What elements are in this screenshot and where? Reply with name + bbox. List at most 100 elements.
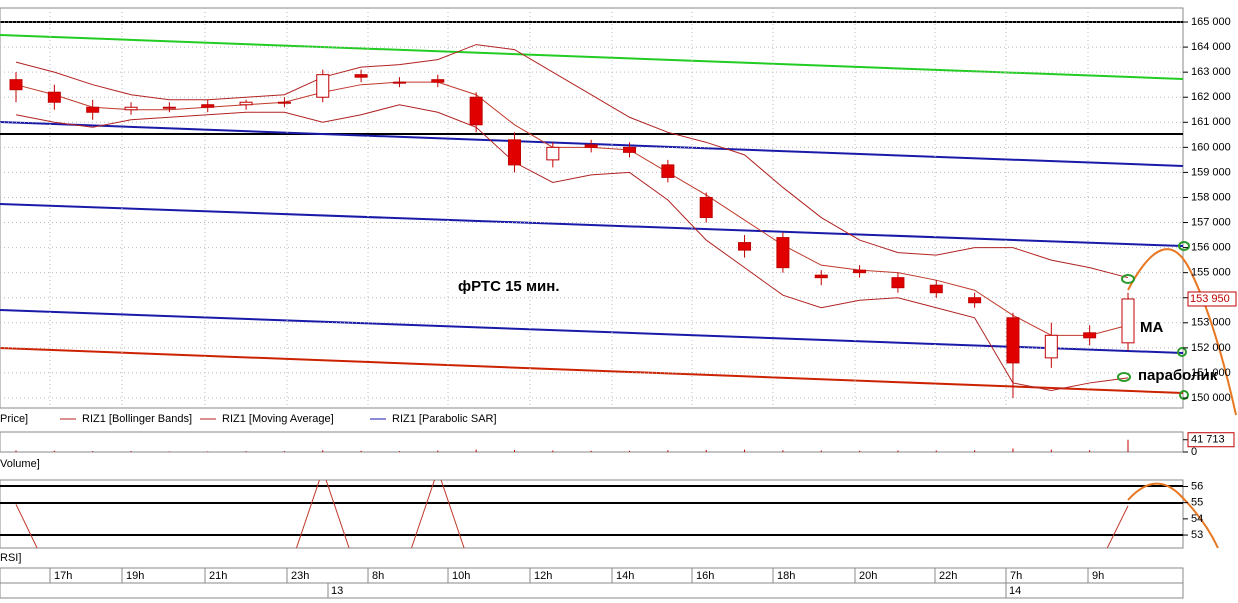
candle-body xyxy=(1006,317,1020,364)
bar xyxy=(398,451,400,452)
y-tick-label: 159 000 xyxy=(1191,166,1231,178)
y-tick-label: 153 000 xyxy=(1191,317,1231,329)
bar xyxy=(207,451,209,452)
marker xyxy=(1178,241,1190,251)
bar xyxy=(1127,439,1129,452)
candle-body xyxy=(623,146,637,153)
price-panel xyxy=(0,7,1184,409)
candle-body xyxy=(699,196,713,219)
candle-body xyxy=(661,164,675,178)
y-tick-label: 157 000 xyxy=(1191,216,1231,228)
x-tick-label: 7h xyxy=(1010,570,1022,582)
candle-body xyxy=(47,91,61,103)
candle-body xyxy=(469,96,483,126)
y-tick-label: 54 xyxy=(1191,513,1203,525)
bar xyxy=(782,450,784,452)
marker xyxy=(1179,390,1189,400)
trend-line xyxy=(0,309,1183,354)
candle-body xyxy=(354,74,368,78)
candle-body xyxy=(776,237,790,269)
x-tick-label: 20h xyxy=(859,570,877,582)
x-tick-label: 22h xyxy=(939,570,957,582)
candle-body xyxy=(9,79,23,91)
day-label: 13 xyxy=(331,585,343,597)
bar xyxy=(322,450,324,452)
x-tick-label: 12h xyxy=(534,570,552,582)
y-tick-label: 41 713 xyxy=(1191,434,1225,446)
bar xyxy=(15,450,17,452)
bar xyxy=(935,450,937,452)
plot xyxy=(0,8,1183,408)
candle-body xyxy=(1044,334,1058,359)
panel-label: RSI] xyxy=(0,552,21,564)
y-tick-label: 162 000 xyxy=(1191,91,1231,103)
value-box xyxy=(1187,432,1235,448)
bar xyxy=(1050,449,1052,452)
candle-body xyxy=(316,74,330,98)
bar xyxy=(629,450,631,452)
note: параболик xyxy=(1138,367,1218,384)
bar xyxy=(513,449,515,452)
legend-label: RIZ1 [Parabolic SAR] xyxy=(392,413,497,425)
bar xyxy=(360,450,362,452)
y-tick-label: 151 000 xyxy=(1191,367,1231,379)
y-tick-label: 161 000 xyxy=(1191,116,1231,128)
panel-label: Volume] xyxy=(0,458,40,470)
candle-body xyxy=(124,106,138,111)
x-tick-label: 9h xyxy=(1092,570,1104,582)
y-tick-label: 164 000 xyxy=(1191,41,1231,53)
y-tick-label: 152 000 xyxy=(1191,342,1231,354)
candle-body xyxy=(201,104,215,108)
candle-body xyxy=(1121,298,1135,344)
bar xyxy=(897,450,899,452)
last-price-box xyxy=(1187,291,1237,307)
candle-body xyxy=(1083,332,1097,339)
candle-body xyxy=(814,274,828,279)
x-tick-label: 8h xyxy=(372,570,384,582)
y-tick-label: 158 000 xyxy=(1191,191,1231,203)
bar xyxy=(283,451,285,452)
candle-body xyxy=(546,146,560,161)
y-tick-label: 163 000 xyxy=(1191,66,1231,78)
bar xyxy=(667,450,669,452)
y-tick-label: 156 000 xyxy=(1191,242,1231,254)
y-tick-label: 165 000 xyxy=(1191,16,1231,28)
y-tick-label: 55 xyxy=(1191,497,1203,509)
rsi-panel xyxy=(0,479,1184,549)
candle-body xyxy=(738,242,752,251)
y-tick-label: 53 xyxy=(1191,529,1203,541)
candle-body xyxy=(853,269,867,274)
marker xyxy=(1117,372,1131,382)
bar xyxy=(245,451,247,452)
candle-body xyxy=(584,144,598,148)
trend-line xyxy=(0,347,1183,394)
bar xyxy=(168,451,170,452)
forecast-arc xyxy=(1127,482,1219,549)
marker xyxy=(1177,347,1187,357)
x-tick-label: 23h xyxy=(291,570,309,582)
note: MA xyxy=(1140,319,1163,336)
candle-body xyxy=(162,106,176,109)
last-price-label: 153 950 xyxy=(1190,293,1230,305)
candle-body xyxy=(507,139,521,166)
marker xyxy=(1121,274,1135,284)
legend-label: RIZ1 [Moving Average] xyxy=(222,413,334,425)
bar xyxy=(820,450,822,452)
bar xyxy=(1089,450,1091,452)
series-line xyxy=(15,44,1129,279)
legend-label: Price] xyxy=(0,413,28,425)
y-tick-label: 155 000 xyxy=(1191,267,1231,279)
bar xyxy=(705,449,707,452)
bar xyxy=(92,451,94,452)
x-tick-label: 10h xyxy=(452,570,470,582)
y-tick-label: 56 xyxy=(1191,480,1203,492)
y-tick-label: 150 000 xyxy=(1191,392,1231,404)
trend-line xyxy=(0,34,1183,80)
candle-body xyxy=(277,101,291,104)
day-label: 14 xyxy=(1009,585,1021,597)
bar xyxy=(53,450,55,452)
candle-body xyxy=(239,101,253,106)
bar xyxy=(552,450,554,452)
series-line xyxy=(15,104,1129,391)
y-tick-label: 160 000 xyxy=(1191,141,1231,153)
